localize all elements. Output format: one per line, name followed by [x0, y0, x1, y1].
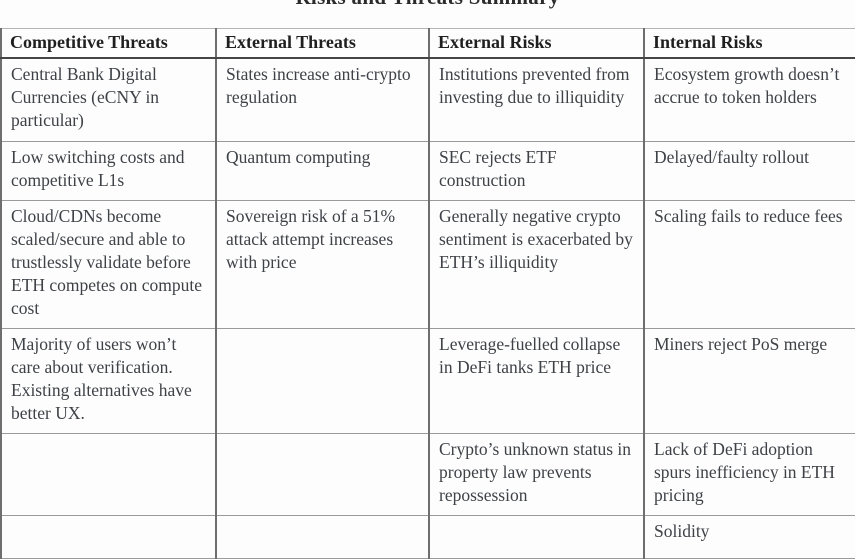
- column-header-internal-risks: Internal Risks: [643, 28, 855, 59]
- table-row: Central Bank Digital Currencies (eCNY in…: [0, 57, 855, 142]
- table-cell: Solidity: [643, 515, 855, 559]
- table-cell: SEC rejects ETF construction: [428, 141, 645, 201]
- table-row-clipped: Solidity: [0, 515, 855, 559]
- table-cell: Miners reject PoS merge: [643, 328, 855, 434]
- table-cell: Sovereign risk of a 51% attack attempt i…: [215, 200, 430, 329]
- table-cell: States increase anti-crypto regulation: [215, 57, 430, 142]
- table-cell: Majority of users won’t care about verif…: [0, 328, 217, 434]
- table-cell: Lack of DeFi adoption spurs inefficiency…: [643, 433, 855, 516]
- table-cell: [215, 433, 430, 516]
- table-row: Cloud/CDNs become scaled/secure and able…: [0, 200, 855, 329]
- column-header-competitive-threats: Competitive Threats: [0, 28, 217, 59]
- column-header-external-risks: External Risks: [428, 28, 645, 59]
- column-header-external-threats: External Threats: [215, 28, 430, 59]
- table-cell: Low switching costs and competitive L1s: [0, 141, 217, 201]
- table-cell: [0, 515, 217, 559]
- table-cell: Crypto’s unknown status in property law …: [428, 433, 645, 516]
- table-cell: [215, 328, 430, 434]
- table-cell: Leverage-fuelled collapse in DeFi tanks …: [428, 328, 645, 434]
- table-row: Crypto’s unknown status in property law …: [0, 433, 855, 516]
- table-cell: Delayed/faulty rollout: [643, 141, 855, 201]
- table-cell: [428, 515, 645, 559]
- table-cell: Ecosystem growth doesn’t accrue to token…: [643, 57, 855, 142]
- page-title-clipped: Risks and Threats Summary: [0, 0, 855, 10]
- table-cell: Scaling fails to reduce fees: [643, 200, 855, 329]
- table-cell: [215, 515, 430, 559]
- risk-matrix-table: Competitive Threats External Threats Ext…: [0, 28, 855, 559]
- table-header-row: Competitive Threats External Threats Ext…: [0, 28, 855, 59]
- table-cell: Generally negative crypto sentiment is e…: [428, 200, 645, 329]
- table-cell: Quantum computing: [215, 141, 430, 201]
- table-cell: [0, 433, 217, 516]
- table-cell: Central Bank Digital Currencies (eCNY in…: [0, 57, 217, 142]
- table-row: Low switching costs and competitive L1s …: [0, 141, 855, 201]
- table-cell: Institutions prevented from investing du…: [428, 57, 645, 142]
- table-cell: Cloud/CDNs become scaled/secure and able…: [0, 200, 217, 329]
- table-row: Majority of users won’t care about verif…: [0, 328, 855, 434]
